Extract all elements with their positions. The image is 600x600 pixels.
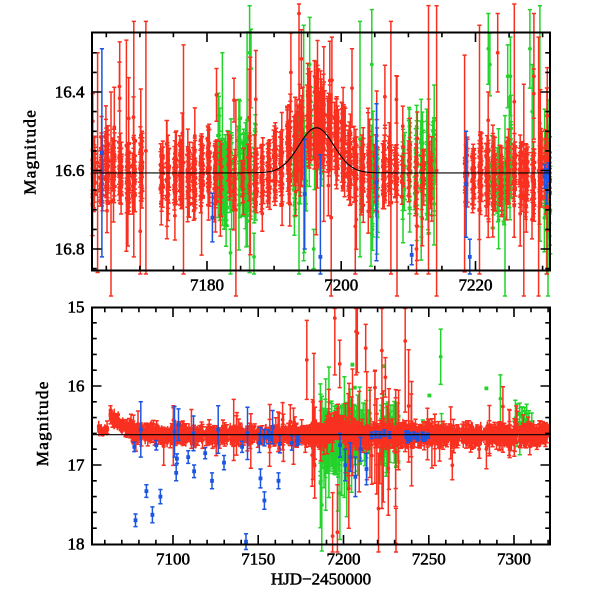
svg-text:16: 16 (68, 377, 85, 396)
svg-text:16.4: 16.4 (55, 83, 85, 102)
svg-text:16.8: 16.8 (55, 240, 85, 259)
svg-text:7150: 7150 (241, 550, 275, 569)
svg-text:16.6: 16.6 (55, 161, 85, 180)
svg-text:7220: 7220 (459, 276, 493, 295)
svg-text:Magnitude: Magnitude (33, 380, 52, 466)
svg-text:18: 18 (68, 535, 85, 554)
svg-text:15: 15 (68, 298, 85, 317)
svg-text:7180: 7180 (190, 276, 224, 295)
svg-text:HJD−2450000: HJD−2450000 (271, 570, 371, 589)
svg-text:7250: 7250 (412, 550, 446, 569)
svg-text:7200: 7200 (324, 276, 358, 295)
svg-text:17: 17 (68, 456, 86, 475)
svg-text:7100: 7100 (156, 550, 190, 569)
svg-text:7200: 7200 (327, 550, 361, 569)
svg-text:7300: 7300 (497, 550, 531, 569)
svg-text:Magnitude: Magnitude (21, 109, 40, 195)
